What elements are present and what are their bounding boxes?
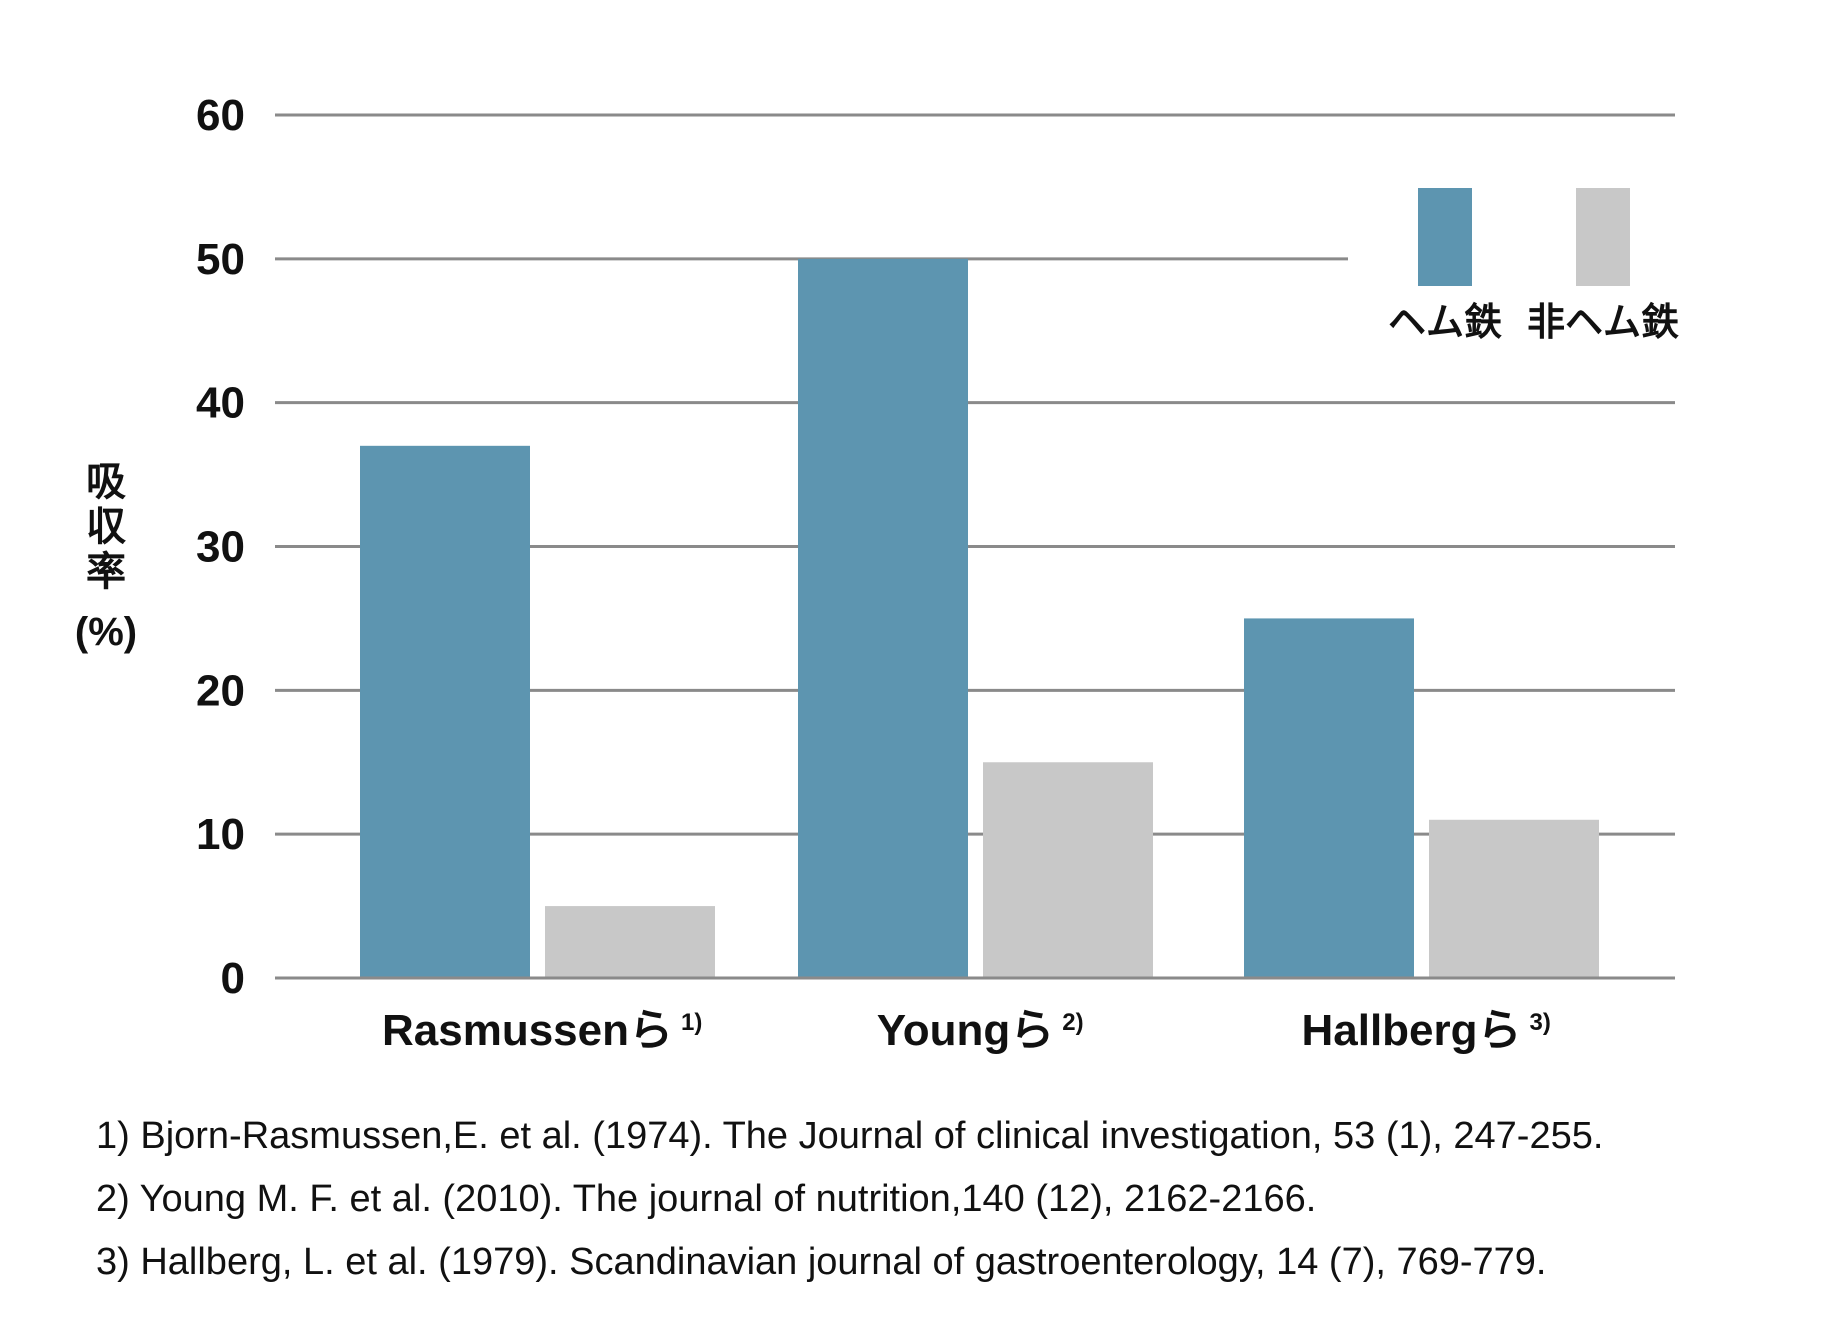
category-label: Hallbergら (1301, 1006, 1521, 1055)
y-axis-label: 吸収率 (%) (75, 460, 137, 654)
y-axis-ticks: 0 10 20 30 40 50 60 (196, 91, 245, 1003)
y-tick-label: 30 (196, 523, 245, 572)
legend-label-nonheme: 非ヘム鉄 (1527, 302, 1679, 344)
legend-swatch-nonheme (1576, 188, 1630, 286)
y-axis-label-part: 率 (86, 550, 126, 594)
y-axis-label-part: 吸 (86, 460, 126, 504)
y-tick-label: 60 (196, 91, 245, 140)
reference-3: 3) Hallberg, L. et al. (1979). Scandinav… (96, 1241, 1547, 1283)
bar-heme-3 (1244, 618, 1414, 978)
category-ref-marker: 1) (681, 1009, 702, 1036)
bars (275, 258, 1675, 980)
references: 1) Bjorn-Rasmussen,E. et al. (1974). The… (96, 1105, 1816, 1294)
category-label: Youngら (877, 1006, 1055, 1055)
category-labels: Rasmussenら 1) Youngら 2) Hallbergら 3) (382, 1006, 1551, 1055)
legend-swatch-heme (1418, 188, 1472, 286)
bar-nonheme-3 (1429, 819, 1599, 978)
category-ref-marker: 2) (1062, 1009, 1083, 1036)
category-ref-marker: 3) (1530, 1009, 1551, 1036)
legend: ヘム鉄 非ヘム鉄 (1388, 188, 1679, 344)
y-tick-label: 40 (196, 379, 245, 428)
category-label: Rasmussenら (382, 1006, 673, 1055)
y-tick-label: 50 (196, 235, 245, 284)
bar-heme-2 (798, 258, 968, 978)
y-tick-label: 10 (196, 810, 245, 859)
legend-label-heme: ヘム鉄 (1388, 302, 1502, 344)
y-axis-label-part: (%) (75, 610, 137, 654)
y-axis-label-part: 収 (86, 505, 126, 549)
bar-nonheme-2 (983, 762, 1153, 978)
bar-heme-1 (360, 445, 530, 979)
reference-2: 2) Young M. F. et al. (2010). The journa… (96, 1178, 1317, 1220)
reference-1: 1) Bjorn-Rasmussen,E. et al. (1974). The… (96, 1115, 1604, 1157)
y-tick-label: 0 (221, 954, 245, 1003)
bar-nonheme-1 (545, 906, 715, 978)
y-tick-label: 20 (196, 666, 245, 715)
